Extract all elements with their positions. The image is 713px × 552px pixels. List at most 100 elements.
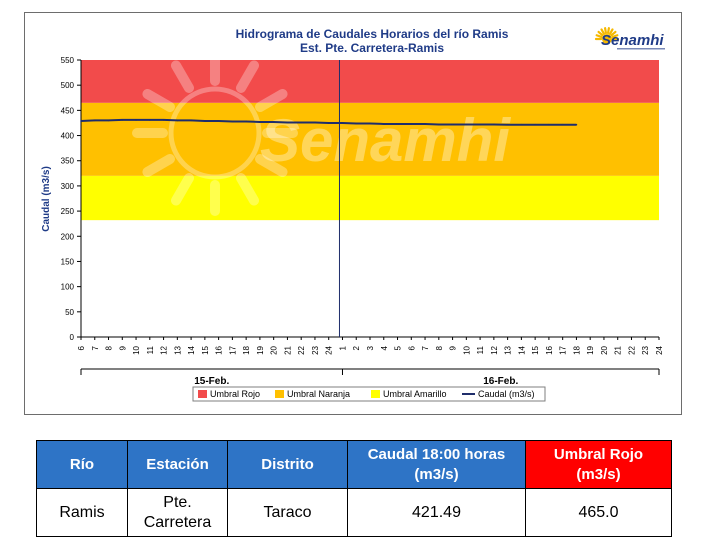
- logo-sun-ray: [608, 28, 614, 35]
- data-point: [548, 123, 550, 126]
- y-tick-label: 150: [61, 257, 75, 266]
- header-caudal: Caudal 18:00 horas (m3/s): [347, 440, 526, 489]
- x-tick-label: 4: [380, 345, 389, 350]
- data-point: [520, 123, 523, 126]
- band-umbral-naranja: [81, 102, 659, 176]
- senamhi-watermark: Senamhi: [132, 50, 511, 216]
- cell-estacion-line1: Pte.: [163, 493, 192, 511]
- data-point: [396, 123, 399, 125]
- y-tick-label: 450: [61, 106, 75, 115]
- x-tick-label: 16: [545, 345, 554, 354]
- data-point: [341, 122, 344, 124]
- x-tick-label: 12: [490, 345, 499, 354]
- x-tick-label: 1: [338, 345, 347, 350]
- y-tick-label: 350: [61, 157, 75, 166]
- watermark-ray: [171, 60, 194, 93]
- hydrograph-chart: Senamhi 0 50 100 150 200 250 300 350 400 450 500 55…: [24, 12, 682, 415]
- watermark-ray: [255, 154, 288, 177]
- data-point: [314, 121, 316, 124]
- data-point: [355, 122, 358, 125]
- x-tick-label: 14: [187, 345, 196, 354]
- x-tick-label: 3: [366, 345, 375, 350]
- data-point: [190, 119, 192, 122]
- x-tick-label: 21: [614, 345, 623, 354]
- y-tick-label: 0: [70, 333, 75, 342]
- logo-sun-ray: [606, 27, 611, 35]
- data-point: [204, 120, 206, 122]
- logo-sun-ray: [603, 27, 608, 35]
- data-point: [410, 123, 413, 125]
- x-tick-label: 20: [270, 345, 279, 354]
- x-tick-label: 8: [435, 345, 444, 350]
- data-point: [465, 123, 468, 126]
- x-tick-label: 17: [559, 345, 568, 354]
- header-umbral-rojo: Umbral Rojo (m3/s): [525, 440, 672, 489]
- x-tick-label: 6: [77, 345, 86, 350]
- x-tick-label: 19: [256, 345, 265, 354]
- logo-sun: [602, 34, 612, 44]
- data-point: [121, 119, 124, 121]
- data-point: [176, 119, 179, 122]
- watermark-ray: [142, 154, 175, 177]
- data-point: [451, 123, 454, 126]
- watermark-ray: [236, 60, 259, 93]
- station-summary-table: Río Estación Distrito Caudal 18:00 horas…: [36, 440, 672, 537]
- x-tick-label: 8: [105, 345, 114, 350]
- header-distrito: Distrito: [227, 440, 348, 489]
- x-tick-label: 6: [407, 345, 416, 350]
- header-caudal-line1: Caudal 18:00 horas: [367, 445, 506, 463]
- header-estacion: Estación: [127, 440, 228, 489]
- cell-caudal: 421.49: [347, 488, 526, 537]
- x-tick-label: 5: [394, 345, 403, 350]
- data-point: [135, 119, 137, 121]
- data-point: [369, 122, 371, 125]
- x-tick-label: 13: [173, 345, 182, 354]
- x-tick-label: 22: [297, 345, 306, 354]
- header-rio: Río: [36, 440, 128, 489]
- band-umbral-rojo: [81, 60, 659, 103]
- y-tick-label: 300: [61, 182, 75, 191]
- day-label: 15-Feb.: [194, 376, 229, 387]
- x-tick-label: 18: [242, 345, 251, 354]
- x-tick-label: 18: [572, 345, 581, 354]
- y-tick-label: 500: [61, 81, 75, 90]
- chart-subtitle: Est. Pte. Carretera-Ramis: [300, 41, 444, 55]
- header-umbral-line2: (m3/s): [576, 465, 621, 483]
- cell-distrito: Taraco: [227, 488, 348, 537]
- y-tick-label: 400: [61, 132, 75, 141]
- watermark-ray: [255, 89, 288, 112]
- data-point: [438, 123, 440, 126]
- data-point: [575, 123, 578, 126]
- y-tick-label: 200: [61, 232, 75, 241]
- band-umbral-amarillo: [81, 175, 659, 221]
- data-point: [300, 121, 302, 124]
- x-tick-label: 15: [201, 345, 210, 354]
- x-tick-label: 9: [118, 345, 127, 350]
- data-point: [259, 121, 261, 123]
- chart-title: Hidrograma de Caudales Horarios del río …: [236, 27, 509, 41]
- x-tick-label: 7: [91, 345, 100, 350]
- x-tick-label: 11: [146, 345, 155, 354]
- x-tick-label: 7: [421, 345, 430, 350]
- data-point: [80, 120, 82, 122]
- logo-text: Senamhi: [601, 32, 664, 49]
- data-point: [107, 119, 110, 122]
- logo-sun-ray: [595, 34, 603, 39]
- x-tick-label: 11: [476, 345, 485, 354]
- data-point: [327, 122, 330, 124]
- legend-entry: Caudal (m3/s): [478, 389, 535, 399]
- x-tick-label: 15: [531, 345, 540, 354]
- watermark-sun: [168, 86, 262, 180]
- x-tick-label: 2: [352, 345, 361, 350]
- data-point: [217, 120, 220, 122]
- x-tick-label: 16: [215, 345, 224, 354]
- logo-subtext-line: [617, 48, 665, 50]
- x-tick-label: 23: [641, 345, 650, 354]
- data-point: [162, 119, 165, 121]
- x-tick-label: 23: [311, 345, 320, 354]
- data-point: [149, 119, 151, 121]
- x-tick-label: 24: [655, 345, 664, 354]
- x-tick-label: 17: [228, 345, 237, 354]
- y-axis-label: Caudal (m3/s): [41, 166, 52, 232]
- cell-estacion-line2: Carretera: [143, 513, 212, 531]
